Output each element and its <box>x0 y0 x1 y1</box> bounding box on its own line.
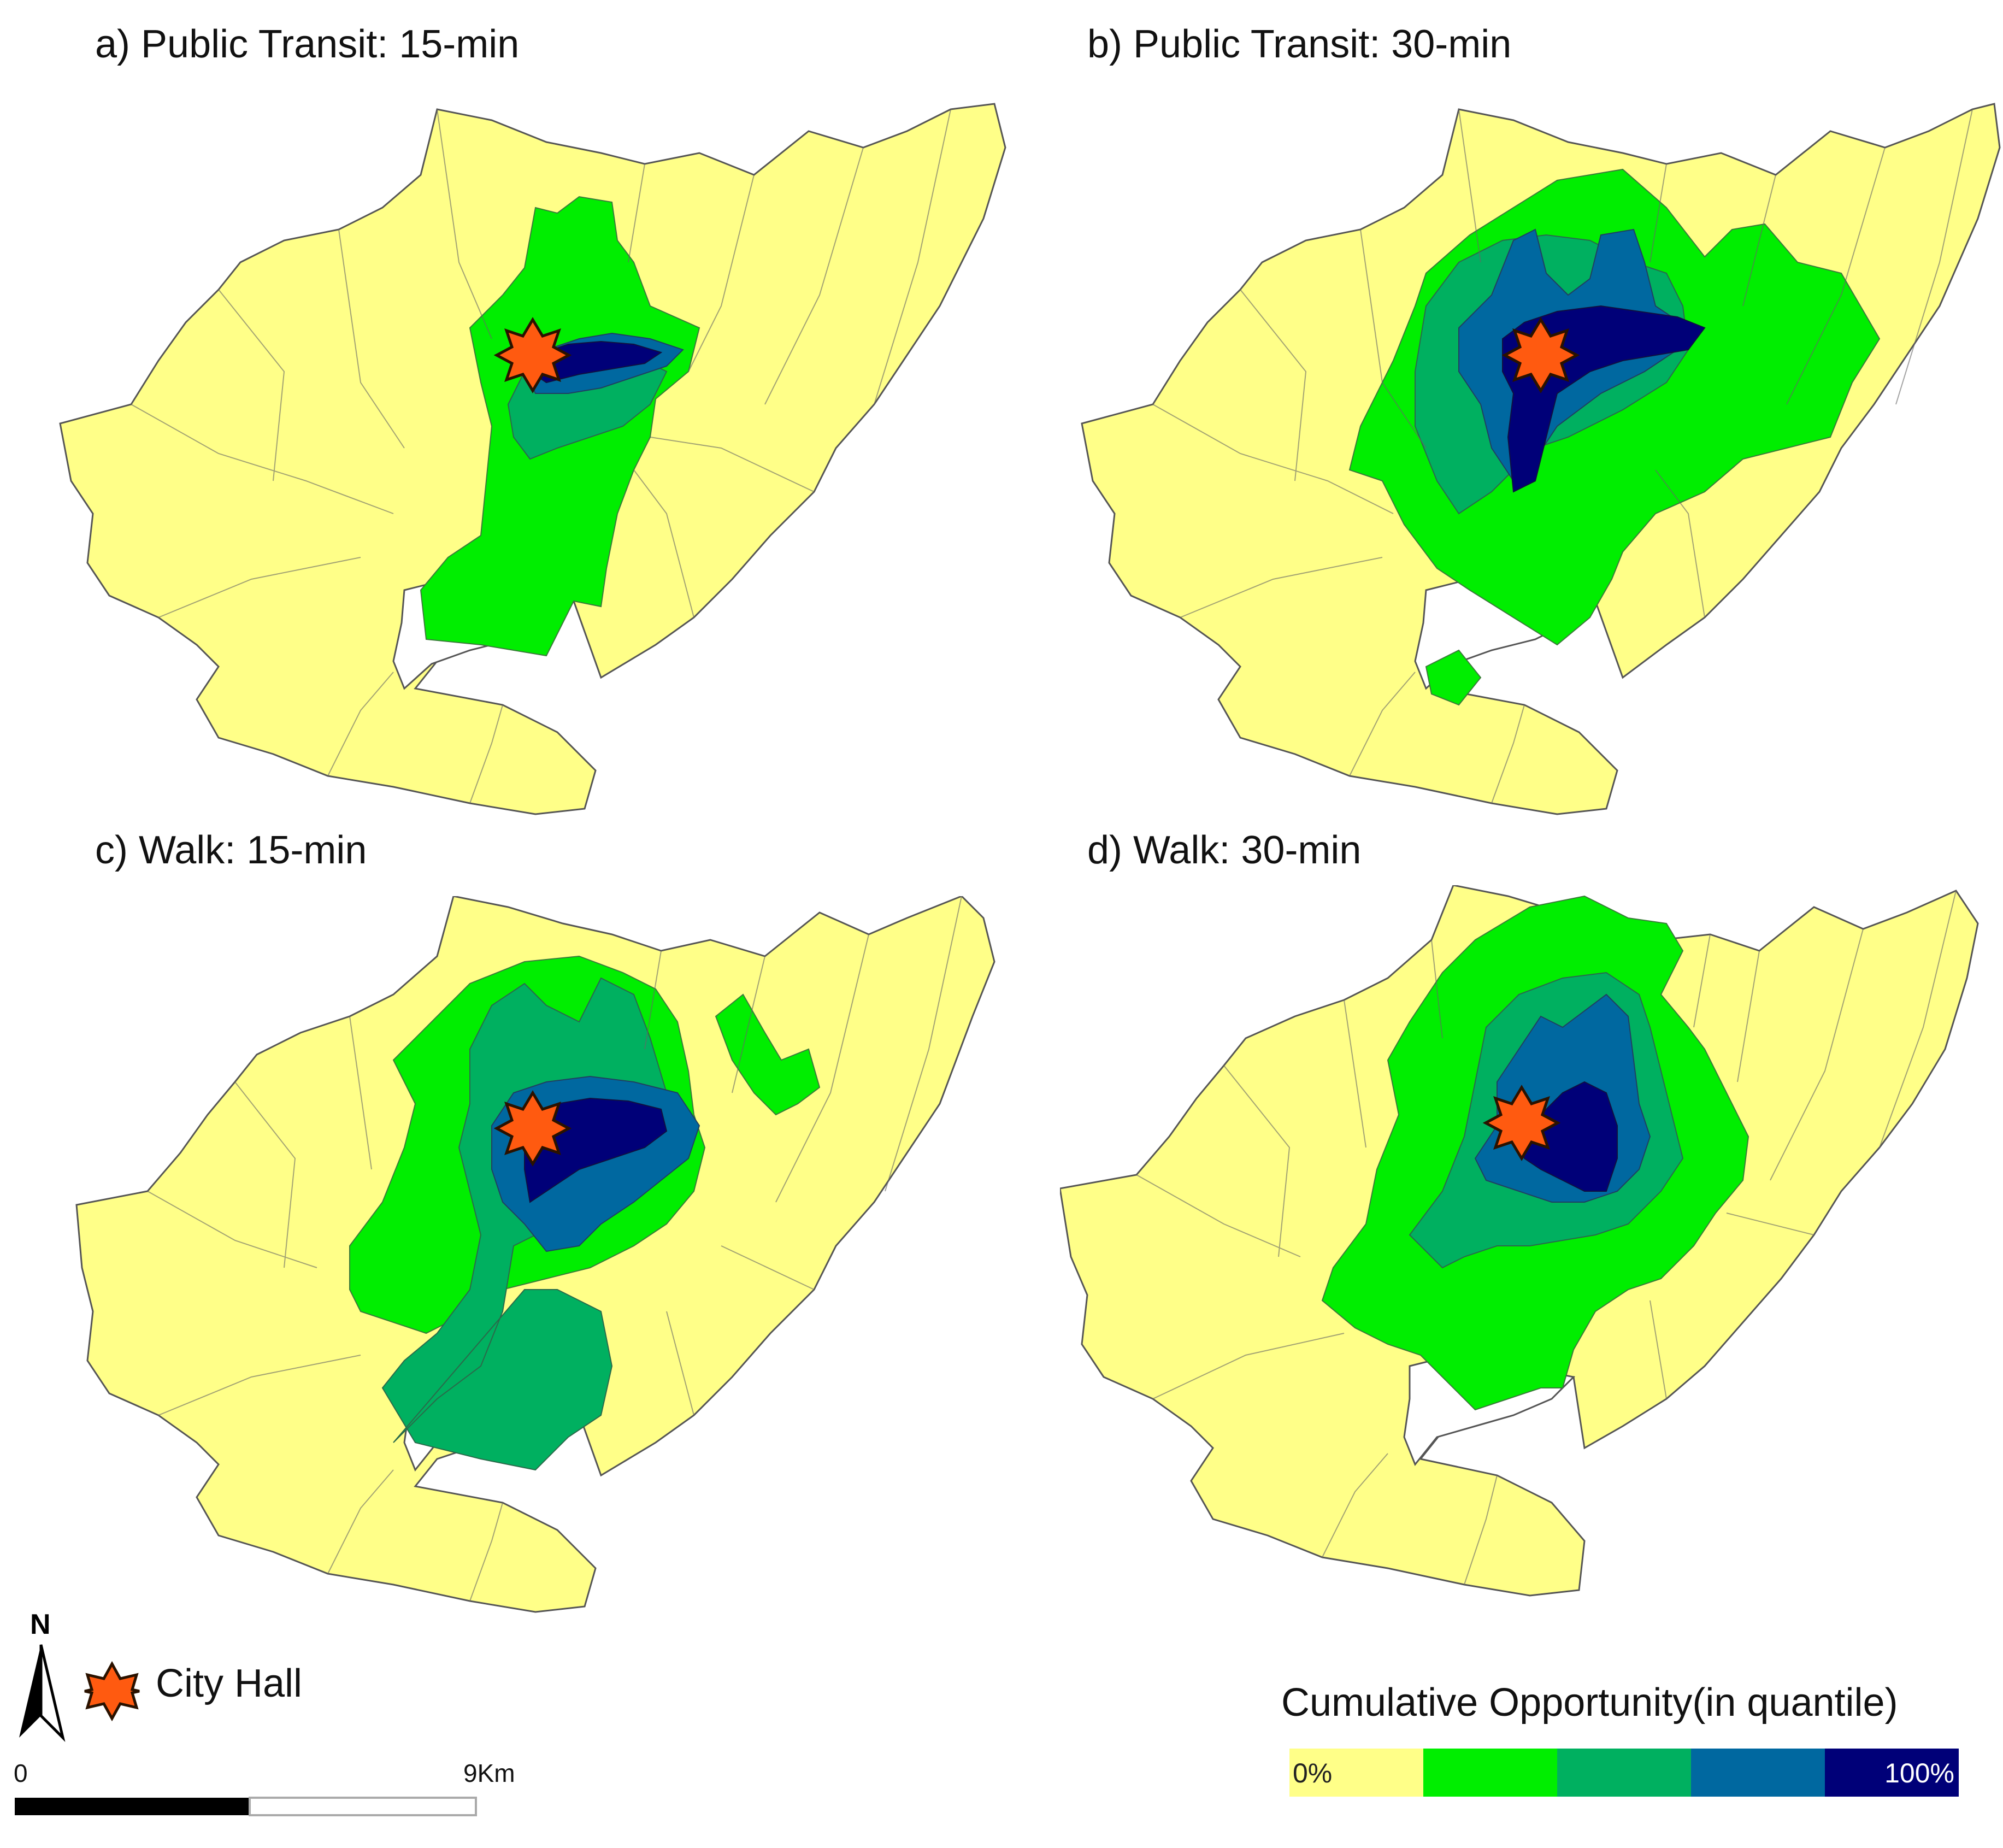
legend-star-icon <box>84 1661 140 1721</box>
legend-swatch-4: 100% <box>1825 1749 1959 1797</box>
legend-swatch-1 <box>1423 1749 1557 1797</box>
legend-swatch-2 <box>1557 1749 1691 1797</box>
north-arrow-icon: N <box>19 1609 66 1742</box>
legend-low-label: 0% <box>1293 1758 1333 1788</box>
north-arrow-label: N <box>30 1609 51 1640</box>
city-hall-marker <box>493 1090 572 1167</box>
panel-title-a: a) Public Transit: 15-min <box>95 22 520 66</box>
city-hall-marker <box>1501 317 1580 393</box>
panel-title-d: d) Walk: 30-min <box>1087 828 1362 872</box>
scale-bar-empty-segment <box>249 1797 477 1816</box>
access-zone-q1-islet <box>1425 649 1482 706</box>
legend-swatch-0: 0% <box>1289 1749 1423 1797</box>
map-public-transit-30 <box>1081 103 2001 815</box>
legend-swatch-3 <box>1691 1749 1825 1797</box>
scale-end-label: 9Km <box>463 1759 515 1787</box>
city-hall-marker <box>1482 1085 1561 1161</box>
panel-title-c: c) Walk: 15-min <box>95 828 367 872</box>
district-boundaries <box>131 109 951 804</box>
legend-city-hall-label: City Hall <box>156 1662 303 1705</box>
color-legend-bar: 0% 100% <box>1289 1749 1959 1797</box>
legend-high-label: 100% <box>1884 1758 1954 1788</box>
access-zone-q4 <box>1518 1081 1618 1192</box>
legend-title: Cumulative Opportunity(in quantile) <box>1281 1681 1898 1725</box>
north-arrow-light-half <box>39 1644 66 1742</box>
city-hall-marker <box>493 317 572 393</box>
map-walk-30 <box>1060 885 1979 1597</box>
panel-title-b: b) Public Transit: 30-min <box>1087 22 1512 66</box>
map-walk-15 <box>75 896 995 1613</box>
scale-bar <box>15 1797 477 1816</box>
district-boundaries <box>1136 890 1957 1585</box>
scale-bar-filled-segment <box>15 1798 250 1815</box>
scale-start-label: 0 <box>14 1759 28 1787</box>
access-zone-q1-east <box>715 993 821 1116</box>
north-arrow-dark-half <box>19 1645 41 1738</box>
district-boundaries <box>147 896 962 1602</box>
district-boundaries <box>1152 109 1973 804</box>
map-public-transit-15 <box>59 103 1006 815</box>
